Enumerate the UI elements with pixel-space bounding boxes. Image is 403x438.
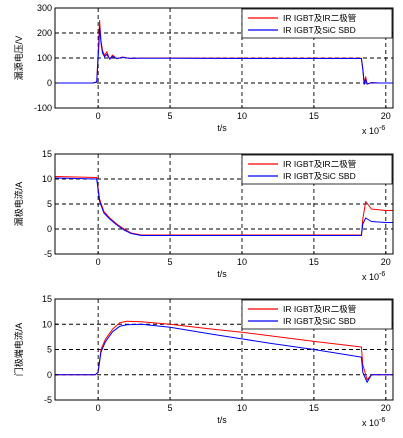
chart-panel-2: 0 5 10 15 20 -5 0 5 10 15 t/s x 10-6 漏极电流/A IR IGBT及I…: [13, 149, 394, 282]
legend: IR IGBT及IR二极管 IR IGBT及SiC SBD: [241, 8, 393, 39]
x-tick-label: 20: [381, 403, 391, 413]
legend-label-2: IR IGBT及SiC SBD: [283, 171, 356, 181]
x-multiplier-label: x 10-6: [362, 125, 385, 136]
y-tick-label: 15: [42, 294, 52, 304]
legend: IR IGBT及IR二极管 IR IGBT及SiC SBD: [241, 299, 393, 330]
legend-label-2: IR IGBT及SiC SBD: [283, 25, 356, 35]
y-tick-label: 10: [42, 174, 52, 184]
series-line-1: [55, 320, 393, 381]
x-tick-label: 15: [309, 111, 319, 121]
y-tick-label: -100: [34, 103, 52, 113]
y-tick-label: -5: [44, 395, 52, 405]
y-tick-label: 15: [42, 149, 52, 159]
x-tick-label: 20: [381, 257, 391, 267]
legend-label-1: IR IGBT及IR二极管: [283, 304, 356, 314]
y-tick-label: 300: [37, 3, 52, 13]
x-tick-label: 20: [381, 111, 391, 121]
x-axis-label: t/s: [217, 123, 227, 133]
x-tick-label: 0: [96, 403, 101, 413]
chart-panel-1: 0 5 10 15 20 -100 0 100 200 300 t/s x 10-6 漏源电压/V IR …: [13, 3, 394, 136]
legend-box: [241, 8, 393, 39]
x-tick-label: 5: [168, 111, 173, 121]
series-line-2: [54, 177, 393, 236]
x-tick-label: 0: [96, 111, 101, 121]
x-tick-label: 10: [237, 111, 247, 121]
series-line-1: [54, 176, 393, 236]
x-tick-label: 10: [237, 403, 247, 413]
x-multiplier-label: x 10-6: [362, 271, 385, 282]
y-tick-label: 0: [47, 370, 52, 380]
x-tick-label: 5: [168, 257, 173, 267]
legend-label-2: IR IGBT及SiC SBD: [283, 316, 356, 326]
x-tick-label: 0: [96, 257, 101, 267]
y-tick-label: -5: [44, 249, 52, 259]
legend: IR IGBT及IR二极管 IR IGBT及SiC SBD: [241, 154, 393, 185]
legend-box: [241, 299, 393, 330]
x-tick-label: 10: [237, 257, 247, 267]
x-tick-label: 15: [309, 257, 319, 267]
y-tick-label: 10: [42, 319, 52, 329]
legend-box: [241, 154, 393, 185]
y-tick-label: 0: [47, 224, 52, 234]
series-line-2: [55, 323, 393, 383]
y-axis-label: 漏极电流/A: [13, 182, 24, 227]
legend-label-1: IR IGBT及IR二极管: [283, 159, 356, 169]
x-multiplier-label: x 10-6: [362, 417, 385, 428]
y-axis-label: 门极端电流/A: [13, 323, 24, 377]
x-axis-label: t/s: [217, 269, 227, 279]
y-tick-label: 200: [37, 28, 52, 38]
x-tick-label: 15: [309, 403, 319, 413]
legend-label-1: IR IGBT及IR二极管: [283, 13, 356, 23]
x-tick-label: 5: [168, 403, 173, 413]
y-tick-label: 100: [37, 53, 52, 63]
y-tick-label: 5: [47, 199, 52, 209]
series-line-2: [55, 26, 393, 85]
chart-panel-3: 0 5 10 15 20 -5 0 5 10 15 t/s x 10-6 门极端电流/A IR IGBT及…: [13, 294, 394, 428]
y-axis-label: 漏源电压/V: [13, 36, 24, 81]
x-axis-label: t/s: [217, 415, 227, 425]
y-tick-label: 0: [47, 78, 52, 88]
y-tick-label: 5: [47, 345, 52, 355]
